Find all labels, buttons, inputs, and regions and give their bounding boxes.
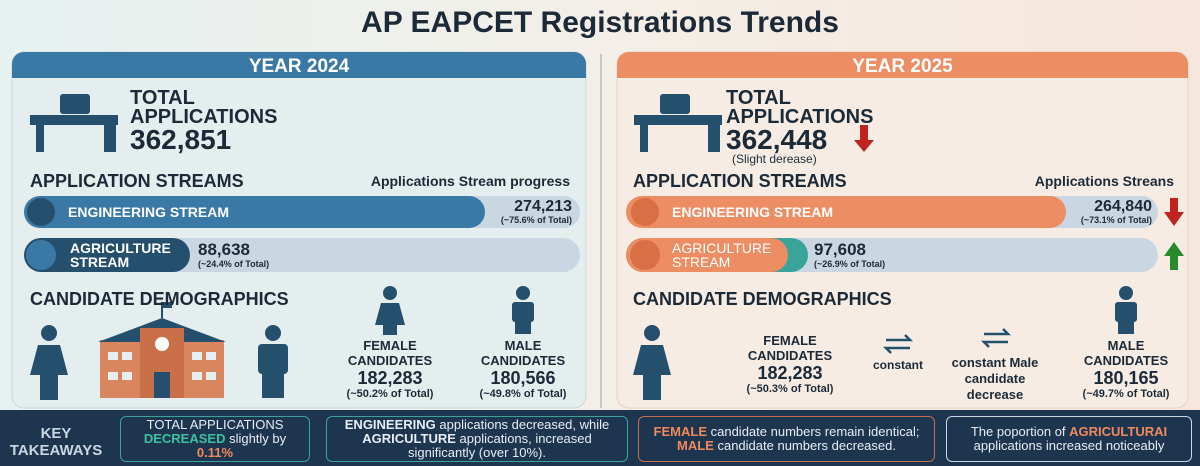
text: slightly by: [225, 431, 287, 446]
year: YEAR 2025: [852, 56, 953, 77]
streams-caption: Applications Stream progress: [370, 173, 570, 189]
stream-share: (~24.4% of Total): [198, 259, 270, 269]
female-share: (~50.3% of Total): [746, 383, 834, 395]
text: applications decreased, while: [435, 417, 610, 432]
streams-heading: APPLICATION STREAMS: [30, 171, 244, 191]
highlight: AGRICULTURAI: [1069, 424, 1168, 439]
text: The poportion of: [970, 424, 1070, 439]
demographics-heading: CANDIDATE DEMOGRAPHICS: [633, 289, 892, 309]
male-value: 180,165: [1093, 368, 1159, 388]
takeaway: TOTAL APPLICATIONS DECREASED slightly by…: [120, 416, 310, 462]
demographics-heading: CANDIDATE DEMOGRAPHICS: [30, 289, 289, 309]
highlight: DECREASED: [143, 431, 226, 446]
female-value: 182,283: [757, 363, 823, 383]
male-label: MALE CANDIDATES: [1083, 338, 1169, 368]
male-note: constant Male candidate decrease: [951, 355, 1039, 402]
female-label: FEMALE CANDIDATES: [747, 333, 833, 363]
takeaway: FEMALE candidate numbers remain identica…: [638, 416, 935, 462]
year: YEAR 2024: [248, 56, 350, 77]
female-share: (~50.2% of Total): [346, 388, 434, 400]
takeaways-heading: KEY TAKEAWAYS: [9, 425, 103, 459]
total-label: TOTAL APPLICATIONS: [726, 87, 874, 128]
stream-share: (~73.1% of Total): [1080, 215, 1152, 225]
stream-name: AGRICULTURE STREAM: [70, 240, 171, 270]
takeaway: ENGINEERING applications decreased, whil…: [326, 416, 628, 462]
text: applications increased noticeably: [973, 438, 1165, 453]
streams-heading: APPLICATION STREAMS: [633, 171, 847, 191]
stream-name: AGRICULTURE STREAM: [672, 240, 772, 270]
female-label: FEMALE CANDIDATES: [347, 338, 433, 368]
male-label: MALE CANDIDATES: [480, 338, 566, 368]
total-label: TOTAL APPLICATIONS: [130, 87, 278, 128]
total-note: (Slight derease): [732, 152, 817, 166]
takeaway: The poportion of AGRICULTURAI applicatio…: [946, 416, 1192, 462]
male-value: 180,566: [490, 368, 556, 388]
stream-value: 274,213: [514, 198, 572, 215]
male-share: (~49.8% of Total): [479, 388, 567, 400]
highlight: AGRICULTURE: [362, 431, 456, 446]
stream-share: (~75.6% of Total): [500, 215, 572, 225]
stream-value: 264,840: [1094, 198, 1152, 215]
highlight: ENGINEERING: [344, 417, 436, 432]
stream-name: ENGINEERING STREAM: [672, 204, 834, 220]
text: applications, increased significantly (o…: [408, 431, 592, 460]
female-value: 182,283: [357, 368, 423, 388]
male-share: (~49.7% of Total): [1082, 388, 1170, 400]
streams-caption: Applications Streans: [1034, 173, 1174, 189]
highlight: 0.11%: [196, 445, 234, 460]
stream-share: (~26.9% of Total): [814, 259, 886, 269]
highlight: MALE: [677, 438, 714, 453]
stream-value: 88,638: [198, 240, 250, 259]
title: AP EAPCET Registrations Trends: [361, 6, 839, 39]
female-note: constant: [872, 358, 923, 372]
highlight: FEMALE: [653, 424, 707, 439]
stream-value: 97,608: [814, 240, 866, 259]
total: 362,448: [726, 124, 828, 155]
total: 362,851: [130, 124, 232, 155]
stream-name: ENGINEERING STREAM: [68, 204, 230, 220]
text: TOTAL APPLICATIONS: [146, 417, 284, 432]
text: candidate numbers decreased.: [713, 438, 896, 453]
text: candidate numbers remain identical;: [707, 424, 920, 439]
